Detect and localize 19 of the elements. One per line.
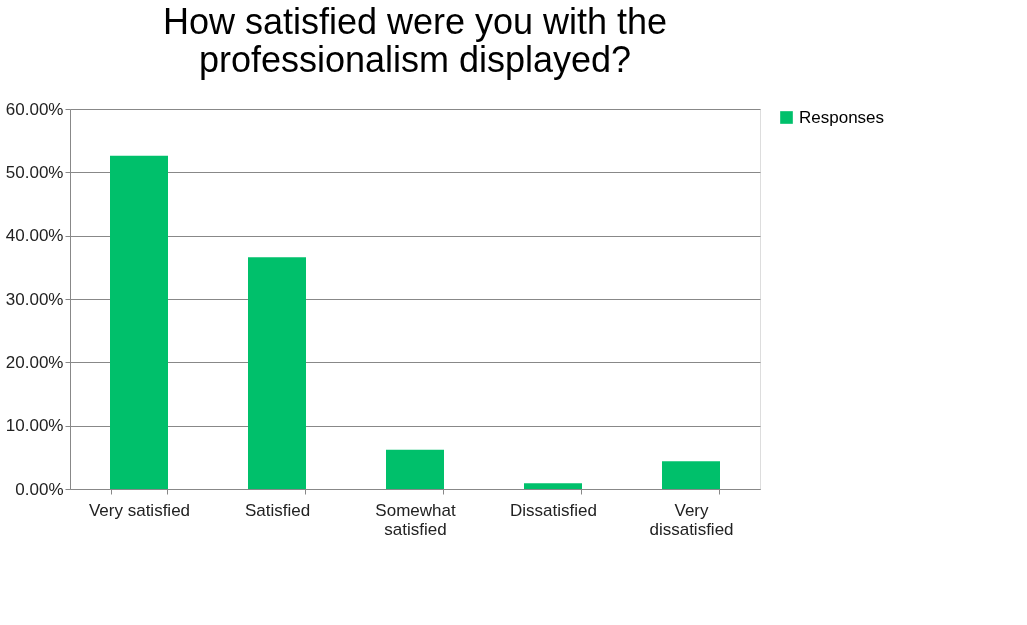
y-tick-label: 10.00% bbox=[5, 416, 64, 436]
x-tick-label: Dissatisfied bbox=[510, 500, 597, 520]
bar bbox=[386, 449, 444, 489]
bar bbox=[524, 483, 582, 489]
y-tick-label: 40.00% bbox=[5, 226, 64, 246]
x-tick-label: Very dissatisfied bbox=[649, 500, 734, 539]
y-tick-label: 20.00% bbox=[5, 352, 64, 372]
x-tick-label: Satisfied bbox=[244, 500, 311, 520]
bar bbox=[110, 155, 168, 489]
text: How satisfied were you with the bbox=[162, 1, 668, 42]
y-tick-label: 50.00% bbox=[5, 162, 64, 182]
x-tick-label: Somewhat satisfied bbox=[375, 500, 456, 539]
bar bbox=[248, 257, 306, 489]
y-tick-label: 30.00% bbox=[5, 289, 64, 309]
legend-label: Responses bbox=[799, 107, 885, 127]
y-tick-label: 0.00% bbox=[15, 479, 64, 499]
y-tick-label: 60.00% bbox=[5, 99, 64, 119]
x-tick-label: Very satisfied bbox=[88, 500, 191, 520]
bar bbox=[662, 461, 720, 489]
